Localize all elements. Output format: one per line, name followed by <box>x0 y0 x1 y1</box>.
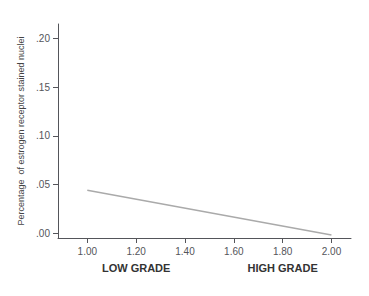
svg-text:Percentage of estrogen recept: Percentage of estrogen receptor stained … <box>16 36 26 225</box>
svg-text:.20: .20 <box>36 33 50 44</box>
svg-text:1.00: 1.00 <box>78 246 98 257</box>
svg-text:LOW GRADE: LOW GRADE <box>102 262 170 274</box>
svg-text:1.80: 1.80 <box>273 246 293 257</box>
svg-text:.15: .15 <box>36 82 50 93</box>
svg-text:.00: .00 <box>36 228 50 239</box>
svg-text:1.60: 1.60 <box>224 246 244 257</box>
svg-text:1.40: 1.40 <box>175 246 195 257</box>
svg-text:.05: .05 <box>36 179 50 190</box>
svg-text:2.00: 2.00 <box>322 246 342 257</box>
svg-text:HIGH GRADE: HIGH GRADE <box>247 262 317 274</box>
svg-text:1.20: 1.20 <box>126 246 146 257</box>
svg-text:.10: .10 <box>36 130 50 141</box>
